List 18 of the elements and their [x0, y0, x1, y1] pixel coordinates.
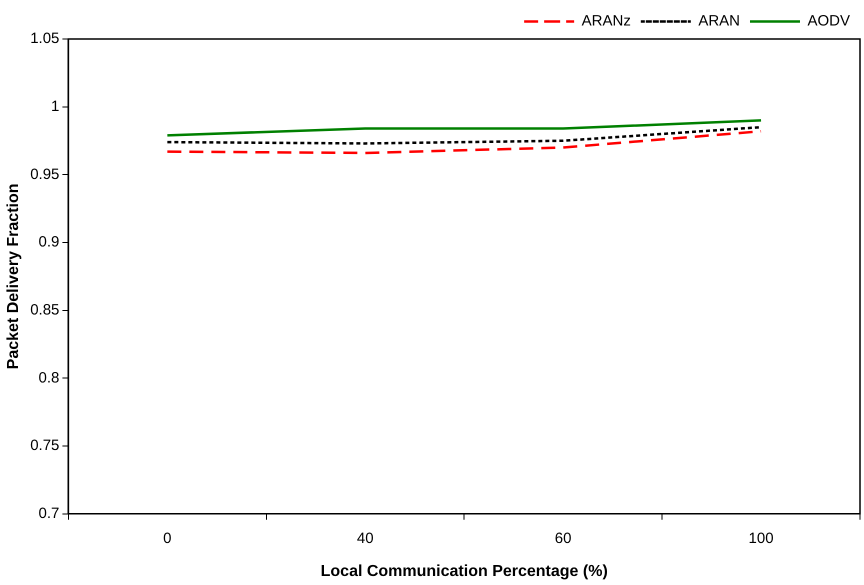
x-axis-title: Local Communication Percentage (%)	[320, 562, 608, 580]
line-series	[166, 130, 762, 154]
x-tick-label: 0	[163, 530, 172, 547]
y-tick-label: 0.7	[38, 504, 60, 522]
y-tick-label: 0.8	[38, 369, 60, 386]
y-tick-label: 0.9	[38, 234, 60, 251]
x-tick-label: 100	[748, 530, 774, 547]
legend-label: ARANz	[582, 12, 631, 30]
x-tick-label: 60	[554, 530, 572, 547]
legend-label: ARAN	[698, 12, 740, 30]
y-tick-label: 1	[51, 98, 60, 115]
y-tick-label: 0.95	[30, 166, 60, 183]
legend-label: AODV	[807, 12, 850, 30]
y-axis-title: Packet Delivery Fraction	[5, 183, 22, 370]
y-tick-label: 1.05	[30, 30, 60, 48]
y-tick-label: 0.75	[30, 437, 60, 454]
x-tick-label: 40	[356, 530, 374, 547]
y-tick-label: 0.85	[30, 301, 60, 318]
